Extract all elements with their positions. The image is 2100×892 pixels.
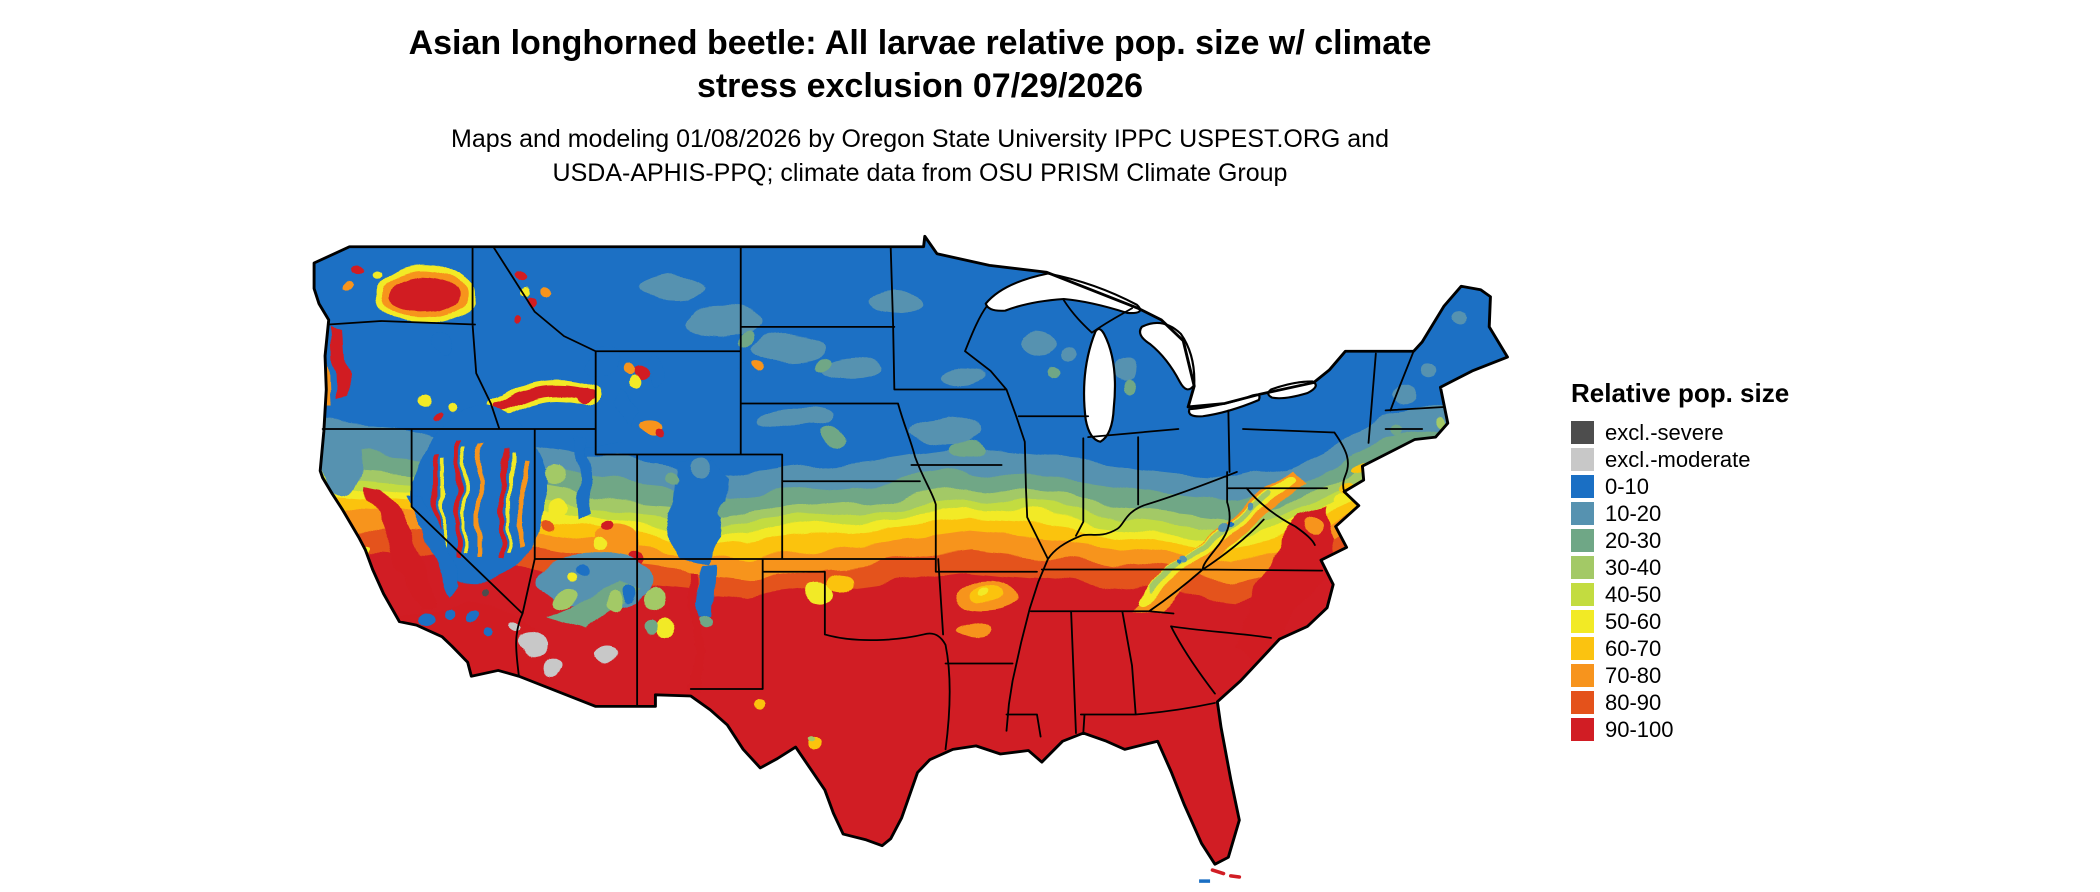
legend-row: 30-40 bbox=[1571, 556, 1871, 579]
map-title: Asian longhorned beetle: All larvae rela… bbox=[0, 22, 1840, 108]
map-subtitle-line1: Maps and modeling 01/08/2026 by Oregon S… bbox=[451, 125, 1389, 153]
us-map bbox=[312, 234, 1509, 883]
legend-row: 20-30 bbox=[1571, 529, 1871, 552]
legend-label: excl.-severe bbox=[1605, 420, 1724, 445]
legend-label: 30-40 bbox=[1605, 555, 1662, 580]
legend-rows: excl.-severe excl.-moderate 0-10 10-20 20-30… bbox=[1571, 421, 1871, 741]
legend-title: Relative pop. size bbox=[1571, 378, 1790, 408]
us-outline bbox=[312, 234, 1509, 866]
legend-swatch bbox=[1571, 718, 1594, 741]
legend: Relative pop. size excl.-severe excl.-mod… bbox=[1571, 378, 1871, 745]
florida-keys bbox=[1199, 868, 1242, 883]
legend-label: 70-80 bbox=[1605, 663, 1662, 688]
legend-swatch bbox=[1571, 583, 1594, 606]
legend-row: 70-80 bbox=[1571, 664, 1871, 687]
map-figure bbox=[308, 234, 1527, 884]
legend-row: excl.-moderate bbox=[1571, 448, 1871, 471]
map-subtitle: Maps and modeling 01/08/2026 by Oregon S… bbox=[0, 122, 1840, 190]
legend-swatch bbox=[1571, 475, 1594, 498]
legend-swatch bbox=[1571, 664, 1594, 687]
legend-row: 50-60 bbox=[1571, 610, 1871, 633]
legend-label: excl.-moderate bbox=[1605, 447, 1751, 472]
legend-row: 90-100 bbox=[1571, 718, 1871, 741]
legend-label: 10-20 bbox=[1605, 501, 1662, 526]
legend-swatch bbox=[1571, 502, 1594, 525]
legend-row: 10-20 bbox=[1571, 502, 1871, 525]
legend-row: excl.-severe bbox=[1571, 421, 1871, 444]
legend-label: 0-10 bbox=[1605, 474, 1650, 499]
legend-label: 80-90 bbox=[1605, 690, 1662, 715]
legend-swatch bbox=[1571, 448, 1594, 471]
state-borders bbox=[321, 245, 1446, 751]
legend-row: 60-70 bbox=[1571, 637, 1871, 660]
legend-row: 40-50 bbox=[1571, 583, 1871, 606]
map-title-line2: stress exclusion 07/29/2026 bbox=[696, 67, 1144, 105]
legend-swatch bbox=[1571, 610, 1594, 633]
legend-label: 90-100 bbox=[1605, 717, 1674, 742]
lake-michigan bbox=[1082, 328, 1117, 443]
legend-swatch bbox=[1571, 637, 1594, 660]
legend-swatch bbox=[1571, 421, 1594, 444]
map-subtitle-line2: USDA-APHIS-PPQ; climate data from OSU PR… bbox=[552, 159, 1288, 187]
legend-row: 80-90 bbox=[1571, 691, 1871, 714]
legend-label: 60-70 bbox=[1605, 636, 1662, 661]
legend-label: 20-30 bbox=[1605, 528, 1662, 553]
legend-swatch bbox=[1571, 691, 1594, 714]
legend-row: 0-10 bbox=[1571, 475, 1871, 498]
legend-swatch bbox=[1571, 556, 1594, 579]
map-title-line1: Asian longhorned beetle: All larvae rela… bbox=[408, 24, 1432, 62]
legend-swatch bbox=[1571, 529, 1594, 552]
legend-label: 50-60 bbox=[1605, 609, 1662, 634]
legend-label: 40-50 bbox=[1605, 582, 1662, 607]
